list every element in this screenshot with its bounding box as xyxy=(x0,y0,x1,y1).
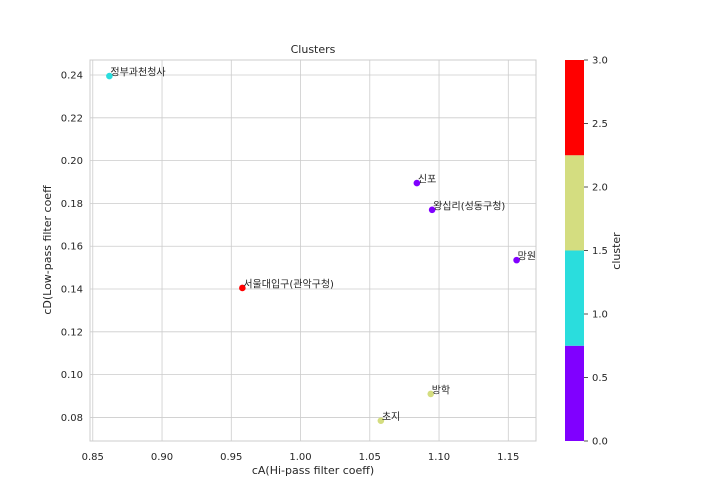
colorbar-segment xyxy=(565,345,584,441)
x-tick-label: 1.10 xyxy=(428,452,450,463)
colorbar-tick-label: 0.0 xyxy=(592,437,608,448)
point-label: 정부과천청사 xyxy=(110,67,165,79)
x-tick-label: 1.15 xyxy=(497,452,519,463)
data-point xyxy=(106,72,113,80)
x-tick-label: 0.95 xyxy=(220,452,242,463)
point-label: 서울대입구(관악구청) xyxy=(243,277,334,290)
data-point xyxy=(427,390,435,398)
y-tick-label: 0.24 xyxy=(61,70,83,81)
point-label: 방학 xyxy=(432,384,450,396)
data-point xyxy=(239,284,246,292)
y-tick-label: 0.12 xyxy=(61,327,83,338)
point-label: 초지 xyxy=(382,411,400,423)
data-point xyxy=(377,417,385,424)
y-tick-label: 0.22 xyxy=(61,113,83,124)
colorbar-tick-label: 1.0 xyxy=(592,310,608,321)
y-tick-label: 0.10 xyxy=(61,370,83,381)
colorbar-tick-label: 1.5 xyxy=(592,246,608,257)
point-label: 신포 xyxy=(418,174,436,186)
y-tick-label: 0.08 xyxy=(61,413,83,424)
colorbar-segment xyxy=(565,60,584,156)
x-tick-label: 0.90 xyxy=(151,452,173,463)
colorbar-tick-label: 2.5 xyxy=(592,119,608,130)
y-tick-label: 0.20 xyxy=(61,156,83,167)
x-axis-label: cA(Hi-pass filter coeff) xyxy=(252,464,374,477)
data-point xyxy=(428,206,436,214)
chart-title: Clusters xyxy=(291,43,336,56)
point-label: 왕십리(성동구청) xyxy=(433,200,505,212)
y-tick-label: 0.18 xyxy=(61,199,83,210)
x-tick-label: 1.00 xyxy=(289,452,311,463)
y-axis: 0.08 0.10 0.12 0.14 0.16 0.18 0.20 0.22 0.24 xyxy=(61,70,83,423)
x-tick-label: 0.85 xyxy=(82,452,104,463)
point-label: 망원 xyxy=(518,251,536,263)
colorbar-segment xyxy=(565,155,584,251)
colorbar-tick-label: 0.5 xyxy=(592,373,608,384)
data-point xyxy=(413,179,421,187)
y-tick-label: 0.16 xyxy=(61,242,83,253)
colorbar-tick-label: 3.0 xyxy=(592,56,608,67)
grid xyxy=(90,60,536,441)
data-point xyxy=(513,256,520,264)
colorbar: 0.0 0.5 1.0 1.5 2.0 2.5 3.0 xyxy=(565,56,608,448)
y-tick-label: 0.14 xyxy=(61,285,83,296)
colorbar-segment xyxy=(565,250,584,346)
colorbar-label: cluster xyxy=(610,232,623,270)
y-axis-label: cD(Low-pass filter coeff xyxy=(41,185,54,315)
x-tick-label: 1.05 xyxy=(359,452,381,463)
plot-frame xyxy=(89,59,537,442)
colorbar-tick-label: 2.0 xyxy=(592,183,608,194)
x-axis: 0.85 0.90 0.95 1.00 1.05 1.10 1.15 xyxy=(82,452,520,463)
